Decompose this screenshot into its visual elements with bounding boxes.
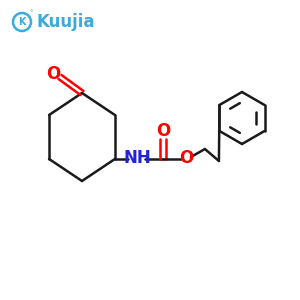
Text: Kuujia: Kuujia xyxy=(36,13,94,31)
Text: O: O xyxy=(46,65,60,83)
Text: O: O xyxy=(179,149,193,167)
Text: NH: NH xyxy=(123,149,151,167)
Text: O: O xyxy=(156,122,170,140)
Text: °: ° xyxy=(30,10,33,16)
Text: K: K xyxy=(18,17,26,27)
